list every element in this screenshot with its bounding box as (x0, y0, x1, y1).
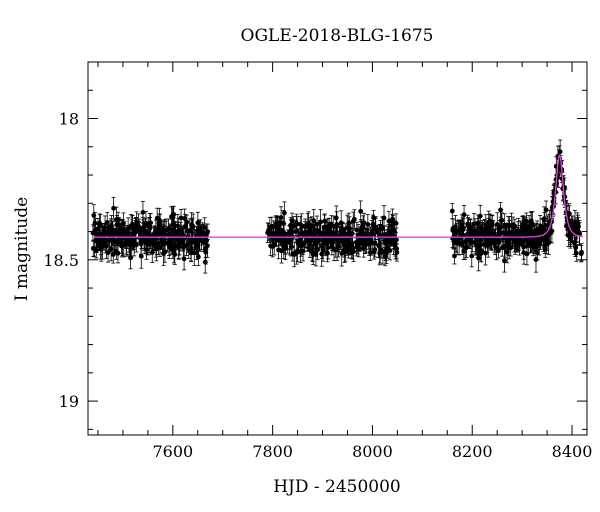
data-point (573, 244, 579, 262)
data-point (394, 243, 400, 262)
data-point (372, 241, 378, 258)
tick-labels: 7600 7800 8000 8200 8400 18 18.5 19 (43, 110, 592, 461)
y-axis-label: I magnitude (12, 197, 32, 301)
data-point (163, 220, 169, 240)
y-tick-label: 19 (59, 392, 79, 411)
data-point (387, 240, 393, 261)
axis-ticks (88, 61, 587, 435)
plot-frame (87, 61, 588, 436)
data-point (181, 247, 187, 271)
data-point (449, 203, 455, 220)
data-point (110, 245, 116, 264)
data-point (461, 218, 466, 238)
data-point (115, 243, 121, 264)
model-curve (93, 154, 584, 238)
x-axis-label: HJD - 2450000 (273, 477, 401, 497)
chart-title: OGLE-2018-BLG-1675 (241, 26, 434, 46)
x-tick-label: 8400 (552, 442, 593, 461)
data-point (549, 218, 555, 244)
data-point (373, 217, 379, 238)
x-tick-label: 8200 (452, 442, 493, 461)
data-point (502, 249, 507, 273)
x-tick-label: 7600 (152, 442, 193, 461)
data-point (469, 244, 475, 268)
data-point (190, 213, 196, 240)
x-tick-label: 7800 (252, 442, 293, 461)
data-point (483, 241, 488, 266)
data-points (90, 139, 584, 274)
data-point (278, 206, 284, 229)
data-point (384, 242, 389, 265)
data-point (300, 241, 306, 262)
data-point (178, 209, 184, 227)
y-tick-label: 18.5 (43, 251, 79, 270)
x-tick-label: 8000 (352, 442, 393, 461)
data-point (351, 209, 357, 230)
data-point (358, 200, 364, 223)
data-point (579, 243, 584, 262)
data-point (105, 242, 111, 263)
data-point (148, 213, 154, 233)
data-point (281, 201, 287, 225)
data-point (313, 242, 319, 267)
data-point (521, 240, 527, 265)
y-tick-label: 18 (59, 110, 79, 129)
data-point (365, 214, 371, 235)
